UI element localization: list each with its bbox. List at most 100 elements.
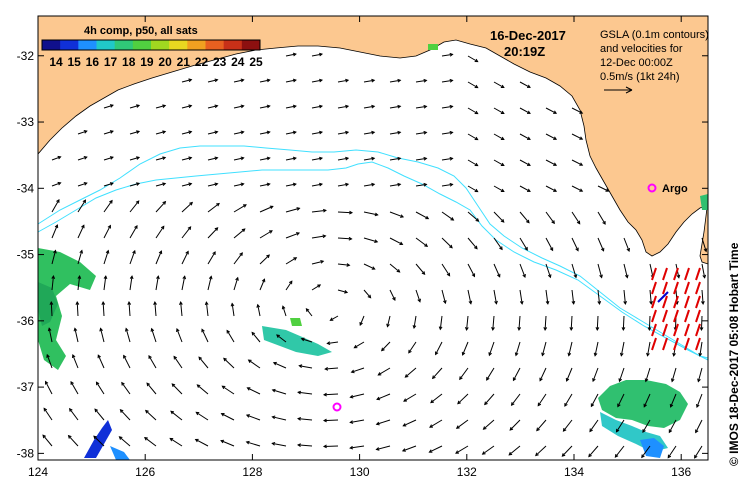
velocity-arrow [51, 224, 58, 239]
velocity-arrowhead [551, 220, 555, 225]
velocity-arrowhead [214, 227, 219, 231]
velocity-arrow [402, 445, 417, 452]
velocity-arrow [155, 226, 165, 239]
velocity-arrow [259, 183, 270, 187]
velocity-arrowhead [423, 104, 428, 109]
velocity-arrowhead [375, 421, 380, 426]
velocity-arrow [408, 341, 417, 354]
velocity-arrowhead [474, 58, 479, 63]
radar-arrow [673, 337, 679, 351]
velocity-arrowhead [599, 274, 603, 279]
velocity-arrowhead [526, 110, 531, 114]
velocity-arrow [337, 237, 352, 240]
legend-line3: 12-Dec 00:00Z [600, 57, 673, 69]
colorbar-label: 19 [140, 55, 154, 69]
sst-patch-south-west-light [110, 446, 130, 460]
velocity-arrow [221, 413, 235, 421]
velocity-arrowhead [271, 388, 276, 393]
velocity-arrow [207, 251, 216, 265]
velocity-arrowhead [349, 445, 354, 450]
velocity-arrow [103, 225, 111, 239]
sst-patch-west [38, 248, 96, 370]
velocity-arrowhead [198, 356, 203, 361]
radar-arrow-blue [657, 291, 669, 303]
velocity-arrowhead [522, 274, 526, 279]
velocity-arrow [272, 389, 287, 395]
sst-patch-center [262, 326, 332, 356]
velocity-arrow [415, 105, 427, 109]
velocity-arrowhead [123, 354, 127, 359]
velocity-arrow [69, 408, 79, 421]
velocity-arrowhead [143, 436, 148, 441]
velocity-arrow [259, 157, 270, 161]
velocity-arrow [645, 367, 651, 382]
velocity-arrow [668, 419, 677, 433]
velocity-arrowhead [94, 408, 99, 413]
velocity-arrow [129, 250, 136, 265]
velocity-arrow [257, 304, 261, 317]
velocity-arrow [207, 203, 220, 213]
velocity-arrowhead [698, 352, 703, 357]
velocity-arrow [570, 315, 573, 331]
velocity-arrowhead [549, 247, 554, 252]
velocity-arrow [311, 235, 326, 239]
velocity-arrowhead [109, 199, 113, 204]
velocity-arrow [415, 237, 428, 247]
velocity-arrowhead [519, 300, 524, 305]
velocity-arrow [311, 53, 323, 57]
velocity-arrow [102, 301, 105, 317]
velocity-arrowhead [322, 418, 327, 423]
velocity-arrowhead [617, 403, 621, 408]
velocity-arrowhead [614, 453, 619, 458]
velocity-arrow [592, 367, 599, 382]
velocity-arrow [588, 445, 599, 457]
velocity-arrowhead [266, 182, 271, 187]
velocity-arrow [363, 289, 371, 299]
radar-arrow [673, 267, 679, 281]
velocity-arrow [545, 133, 557, 140]
velocity-arrow [176, 328, 183, 343]
radar-arrow [651, 323, 657, 337]
velocity-arrow [493, 289, 497, 304]
velocity-arrow [429, 445, 443, 453]
velocity-arrowhead [57, 155, 62, 160]
velocity-arrow [389, 289, 396, 301]
velocity-arrow [233, 228, 246, 239]
velocity-arrowhead [468, 300, 473, 305]
velocity-arrow [301, 338, 313, 343]
velocity-arrowhead [401, 448, 406, 452]
velocity-arrowhead [136, 130, 141, 134]
velocity-arrow [389, 105, 401, 109]
velocity-arrow [248, 359, 261, 369]
velocity-arrowhead [101, 300, 106, 305]
velocity-arrowhead [500, 84, 505, 89]
velocity-arrow [129, 156, 140, 161]
velocity-arrow [330, 315, 339, 321]
velocity-arrowhead [182, 275, 187, 280]
velocity-arrow [181, 157, 192, 161]
sst-patch-south-east-blue [640, 438, 664, 458]
velocity-arrowhead [269, 205, 274, 210]
velocity-arrowhead [54, 224, 59, 229]
velocity-arrow [273, 362, 287, 369]
velocity-arrow [103, 104, 114, 109]
velocity-arrow [699, 341, 703, 356]
velocity-arrow [77, 182, 87, 187]
velocity-arrow [381, 341, 391, 352]
velocity-arrowhead [524, 246, 528, 251]
velocity-arrow [564, 393, 573, 407]
velocity-arrowhead [79, 249, 84, 254]
velocity-arrow [701, 289, 704, 304]
velocity-arrowhead [189, 201, 194, 206]
velocity-arrowhead [703, 248, 708, 253]
sst-patch-south-west [84, 420, 112, 458]
velocity-arrowhead [474, 245, 478, 250]
velocity-arrow [571, 159, 583, 166]
y-tick-label: -38 [17, 446, 35, 460]
velocity-arrow [119, 436, 131, 447]
velocity-arrowhead [509, 426, 514, 431]
velocity-arrow [323, 419, 339, 422]
radar-arrow [695, 323, 701, 337]
velocity-arrowhead [256, 303, 261, 308]
